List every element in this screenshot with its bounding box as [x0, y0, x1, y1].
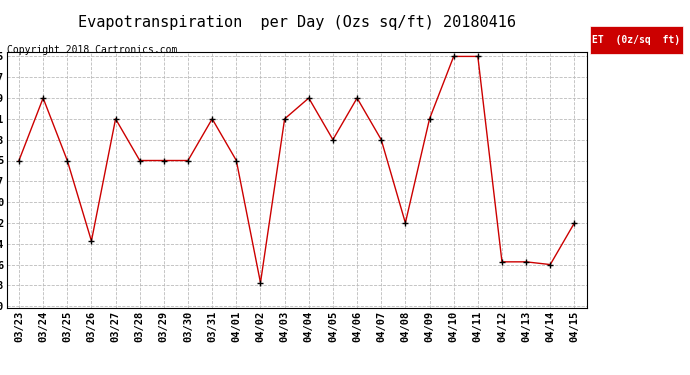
Text: Evapotranspiration  per Day (Ozs sq/ft) 20180416: Evapotranspiration per Day (Ozs sq/ft) 2… [78, 15, 515, 30]
Text: Copyright 2018 Cartronics.com: Copyright 2018 Cartronics.com [7, 45, 177, 55]
Text: ET  (0z/sq  ft): ET (0z/sq ft) [593, 35, 680, 45]
